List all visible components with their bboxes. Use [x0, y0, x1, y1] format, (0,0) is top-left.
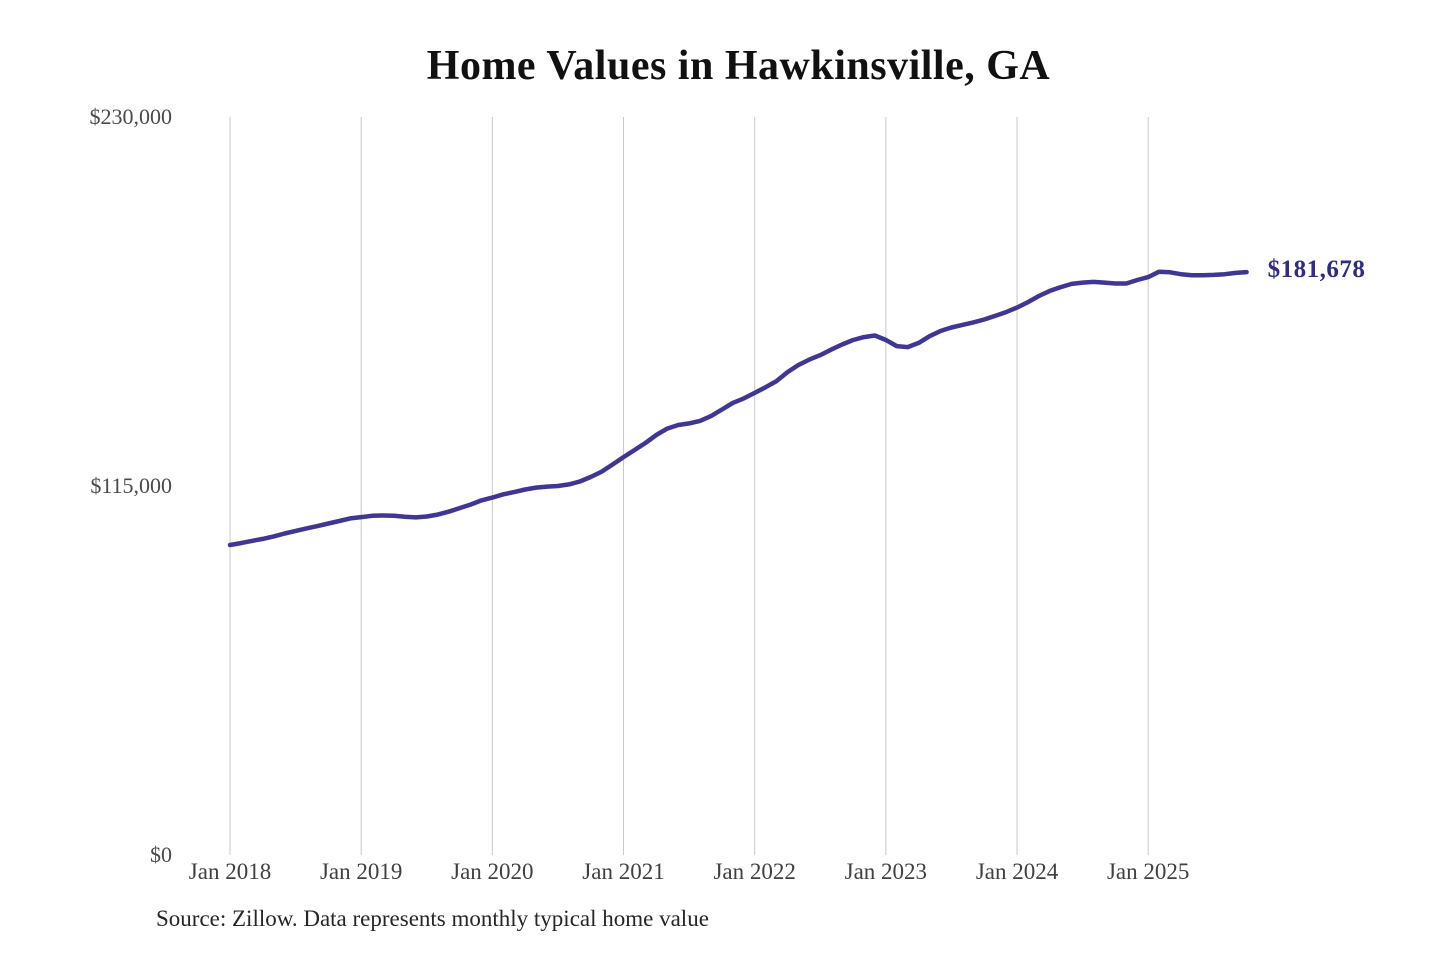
y-axis-tick-label: $115,000	[90, 473, 172, 498]
x-axis-tick-label: Jan 2021	[582, 859, 665, 884]
x-axis-tick-label: Jan 2019	[319, 859, 403, 884]
home-value-line	[227, 269, 1249, 548]
y-axis-tick-label: $0	[150, 842, 172, 867]
x-axis-tick-label: Jan 2025	[1106, 859, 1190, 884]
x-axis-tick-label: Jan 2022	[713, 859, 796, 884]
x-axis-tick-label: Jan 2024	[975, 859, 1059, 884]
x-axis-tick-label: Jan 2023	[844, 859, 928, 884]
x-axis-tick-label: Jan 2020	[451, 859, 534, 884]
chart-title: Home Values in Hawkinsville, GA	[426, 43, 1051, 89]
latest-value-label: $181,678	[1267, 256, 1366, 284]
x-axis-tick-label: Jan 2018	[188, 859, 272, 884]
source-note: Source: Zillow. Data represents monthly …	[156, 906, 709, 931]
y-axis-tick-label: $230,000	[89, 104, 173, 129]
